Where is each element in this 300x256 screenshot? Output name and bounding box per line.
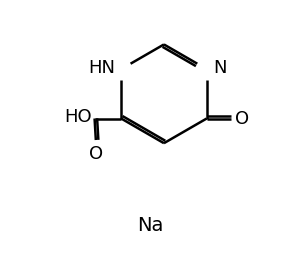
Text: HO: HO (64, 108, 92, 126)
Text: Na: Na (137, 216, 163, 235)
Text: N: N (213, 59, 226, 77)
Text: HN: HN (88, 59, 115, 77)
Text: O: O (89, 145, 103, 163)
Text: O: O (235, 110, 249, 127)
